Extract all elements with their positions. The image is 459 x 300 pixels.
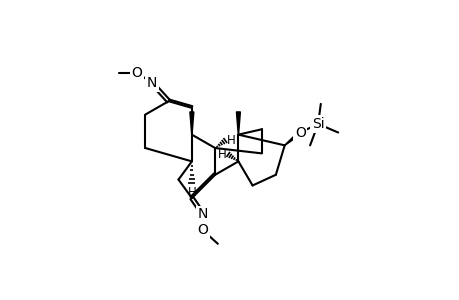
Text: H: H — [187, 186, 196, 199]
Text: O: O — [294, 125, 305, 140]
Text: N: N — [197, 207, 208, 221]
Polygon shape — [284, 131, 301, 146]
Text: N: N — [147, 76, 157, 90]
Polygon shape — [236, 112, 240, 135]
Text: O: O — [131, 66, 142, 80]
Text: H: H — [217, 148, 226, 161]
Polygon shape — [190, 112, 193, 135]
Text: Si: Si — [311, 117, 324, 131]
Text: O: O — [197, 224, 208, 237]
Text: H: H — [227, 134, 235, 147]
